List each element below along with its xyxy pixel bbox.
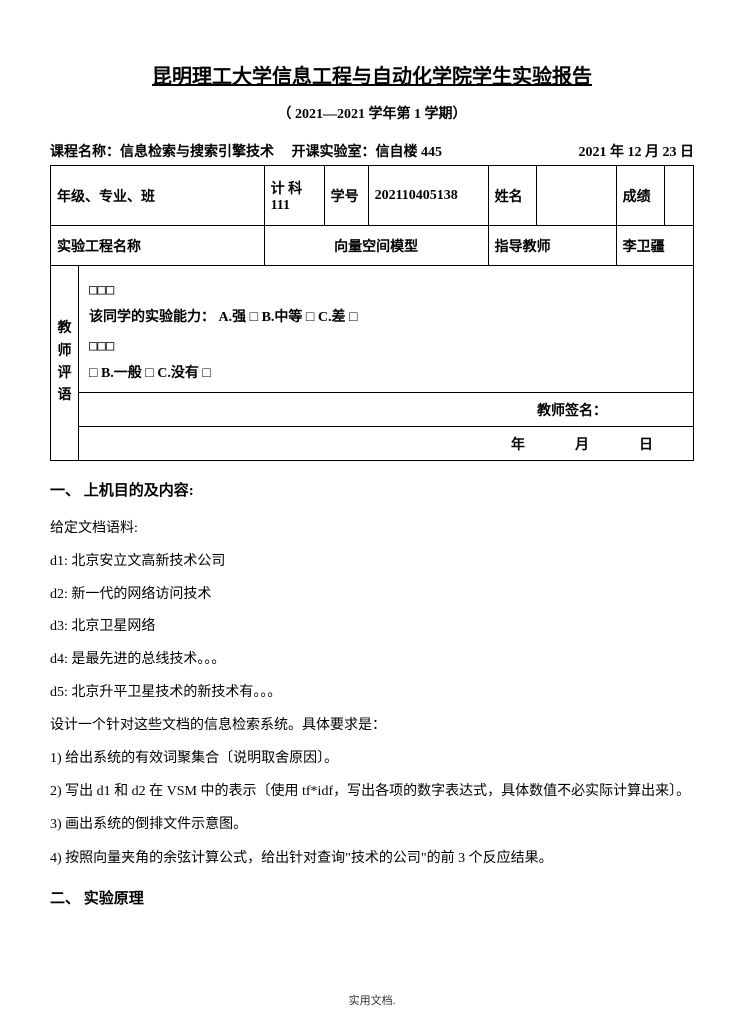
advisor-label: 指导教师 — [488, 226, 616, 266]
requirement-4: 4) 按照向量夹角的余弦计算公式，给出针对查询"技术的公司"的前 3 个反应结果… — [50, 844, 694, 873]
evaluation-content: □□□ 该同学的实验能力： A.强 □ B.中等 □ C.差 □ □□□ □ B… — [79, 266, 694, 393]
eval-line-2: 该同学的实验能力： A.强 □ B.中等 □ C.差 □ — [89, 304, 683, 332]
comment-char-1: 教 — [57, 318, 72, 340]
comment-char-3: 评 — [57, 363, 72, 385]
date-row: 年 月 日 — [79, 427, 694, 461]
course-name: 信息检索与搜索引擎技术 — [120, 145, 274, 160]
section-1-heading: 一、 上机目的及内容: — [50, 479, 694, 500]
advisor-value: 李卫疆 — [616, 226, 693, 266]
teacher-sign-label: 教师签名： — [537, 404, 607, 419]
doc-d4: d4: 是最先进的总线技术。。。 — [50, 645, 694, 676]
teacher-sign-row: 教师签名： — [79, 393, 694, 427]
student-no-label: 学号 — [324, 166, 368, 226]
doc-d1: d1: 北京安立文高新技术公司 — [50, 547, 694, 578]
comment-label-column: 教 师 评 语 — [51, 266, 79, 461]
page-subtitle: （ 2021—2021 学年第 1 学期） — [50, 103, 694, 123]
lab-label: 开课实验室： — [292, 145, 376, 160]
doc-d5: d5: 北京升平卫星技术的新技术有。。。 — [50, 678, 694, 709]
grade-value: 计 科111 — [264, 166, 324, 226]
date-day: 日 — [639, 434, 653, 454]
course-header-line: 课程名称：信息检索与搜索引擎技术 开课实验室：信自楼 445 2021 年 12… — [50, 141, 694, 161]
score-value — [664, 166, 693, 226]
date-year: 年 — [511, 434, 525, 454]
course-label: 课程名称： — [50, 145, 120, 160]
eval-line-3: □□□ — [89, 332, 683, 360]
name-label: 姓名 — [488, 166, 536, 226]
info-table: 年级、专业、班 计 科111 学号 202110405138 姓名 成绩 实验工… — [50, 165, 694, 461]
page-footer: 实用文档. — [0, 992, 744, 1008]
project-value: 向量空间模型 — [264, 226, 488, 266]
requirement-3: 3) 画出系统的倒排文件示意图。 — [50, 810, 694, 839]
doc-d3: d3: 北京卫星网络 — [50, 612, 694, 643]
name-value — [536, 166, 616, 226]
comment-char-2: 师 — [57, 341, 72, 363]
section-2-heading: 二、 实验原理 — [50, 887, 694, 908]
project-label: 实验工程名称 — [51, 226, 265, 266]
eval-line-4: □ B.一般 □ C.没有 □ — [89, 360, 683, 388]
student-no: 202110405138 — [368, 166, 488, 226]
design-text: 设计一个针对这些文档的信息检索系统。具体要求是： — [50, 711, 694, 742]
score-label: 成绩 — [616, 166, 664, 226]
report-date: 2021 年 12 月 23 日 — [579, 141, 695, 161]
doc-d2: d2: 新一代的网络访问技术 — [50, 580, 694, 611]
intro-text: 给定文档语料: — [50, 514, 694, 545]
lab-name: 信自楼 445 — [376, 145, 443, 160]
date-month: 月 — [575, 434, 589, 454]
grade-label: 年级、专业、班 — [51, 166, 265, 226]
eval-line-1: □□□ — [89, 276, 683, 304]
requirement-2: 2) 写出 d1 和 d2 在 VSM 中的表示〔使用 tf*idf，写出各项的… — [50, 777, 694, 806]
page-title: 昆明理工大学信息工程与自动化学院学生实验报告 — [50, 60, 694, 89]
comment-char-4: 语 — [57, 385, 72, 407]
requirement-1: 1) 给出系统的有效词聚集合〔说明取舍原因〕。 — [50, 744, 694, 773]
